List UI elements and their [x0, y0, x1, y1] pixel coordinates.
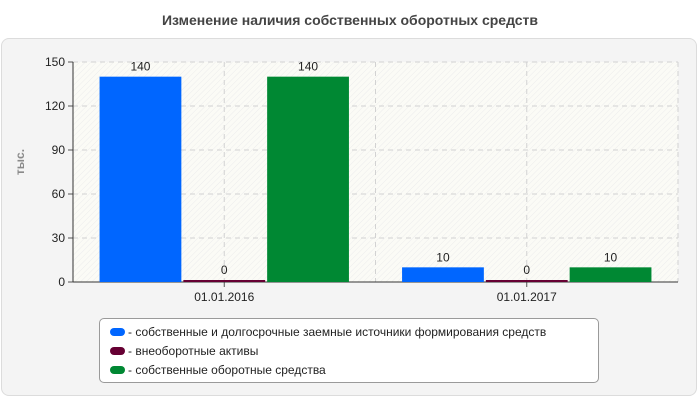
y-tick-label: 150 — [45, 55, 65, 69]
y-tick-label: 30 — [52, 231, 66, 245]
bar — [99, 76, 182, 283]
legend-label-noncurrent: - внеоборотные активы — [128, 344, 259, 358]
legend-label-working-capital: - собственные оборотные средства — [128, 363, 326, 377]
data-label: 10 — [604, 250, 618, 264]
legend-swatch-working-capital — [110, 366, 125, 374]
data-label: 140 — [130, 60, 150, 74]
bar — [402, 267, 484, 282]
y-axis-title: тыс. — [13, 149, 27, 175]
legend-item-sources: - собственные и долгосрочные заемные ист… — [110, 323, 588, 342]
legend-swatch-noncurrent — [110, 347, 125, 355]
data-label: 140 — [298, 60, 318, 74]
legend-label-sources: - собственные и долгосрочные заемные ист… — [128, 325, 547, 339]
legend-item-noncurrent: - внеоборотные активы — [110, 342, 588, 361]
chart-title: Изменение наличия собственных оборотных … — [161, 12, 539, 28]
y-tick-label: 0 — [58, 275, 65, 289]
y-tick-label: 60 — [52, 187, 66, 201]
y-tick-label: 120 — [45, 99, 65, 113]
legend-item-working-capital: - собственные оборотные средства — [110, 361, 588, 380]
y-tick-label: 90 — [52, 143, 66, 157]
bar — [183, 280, 266, 282]
data-label: 10 — [436, 250, 450, 264]
data-label: 0 — [523, 263, 530, 277]
legend: - собственные и долгосрочные заемные ист… — [99, 318, 599, 383]
bar — [485, 280, 568, 282]
data-label: 0 — [221, 263, 228, 277]
legend-swatch-sources — [110, 328, 125, 336]
bar — [569, 267, 652, 282]
x-tick-label: 01.01.2016 — [194, 290, 254, 304]
x-tick-label: 01.01.2017 — [497, 290, 557, 304]
bar — [267, 76, 349, 283]
